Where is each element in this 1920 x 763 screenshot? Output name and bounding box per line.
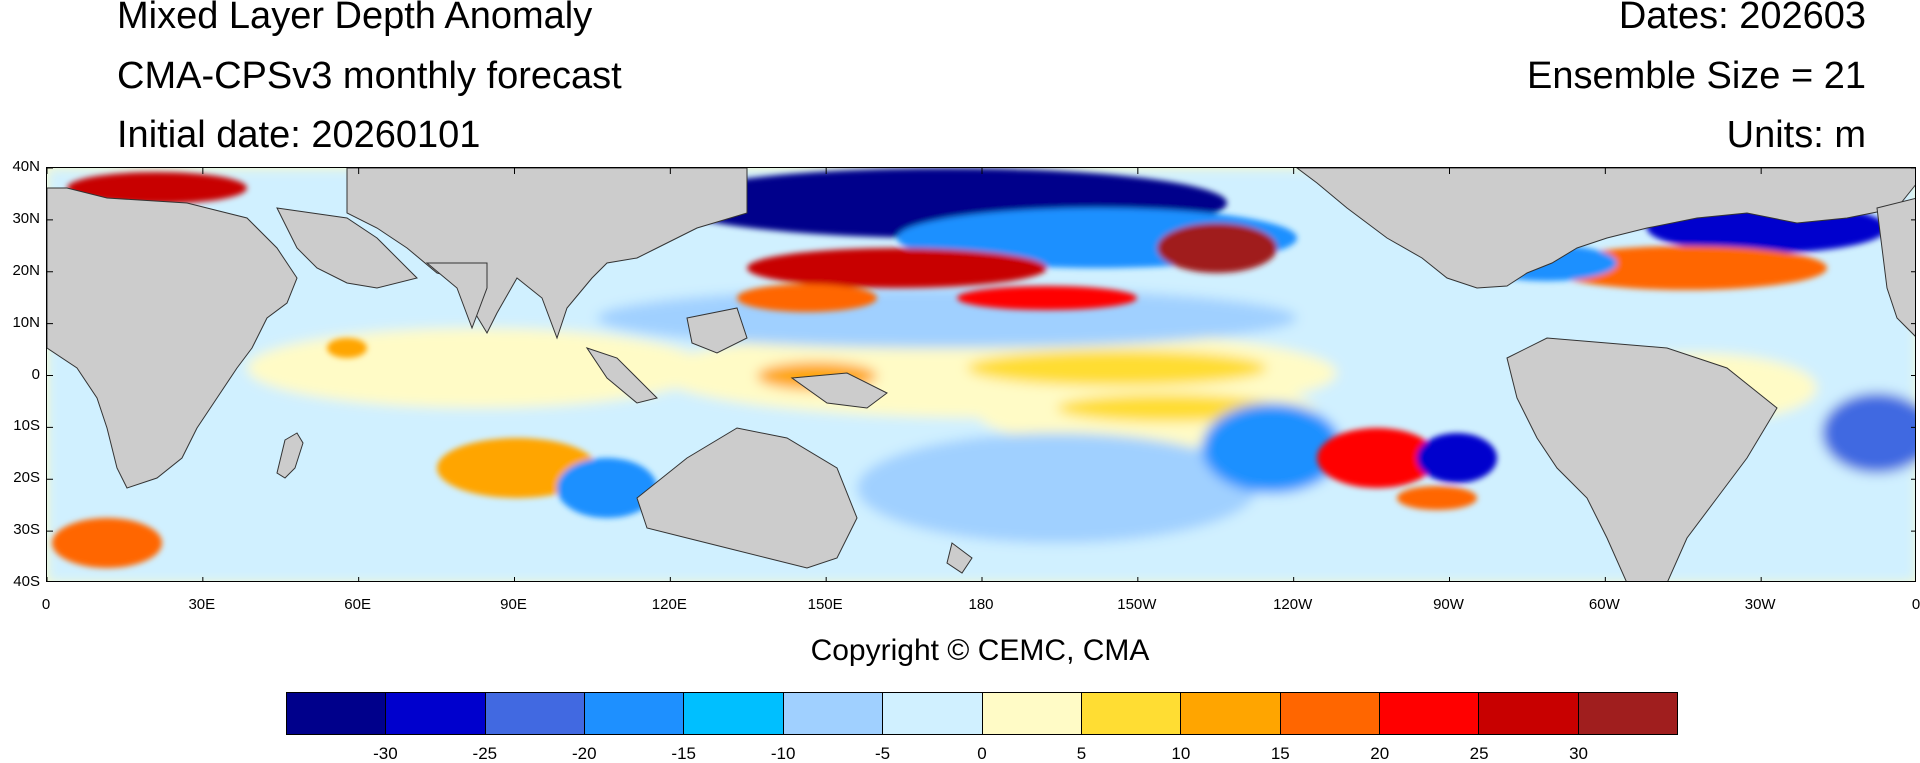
lat-tick-label: 40N (12, 158, 40, 175)
land-south-america (1506, 337, 1778, 581)
colorbar-swatch (1578, 693, 1678, 734)
colorbar-swatch (1479, 693, 1579, 734)
land-asia (346, 168, 748, 340)
lat-tick-label: 20S (13, 469, 40, 487)
colorbar-swatch (1081, 693, 1182, 734)
colorbar (286, 692, 1678, 735)
colorbar-swatch (1181, 693, 1281, 734)
lon-tick-label: 150E (807, 596, 843, 613)
land-arabia (276, 207, 418, 289)
colorbar-swatch (1280, 693, 1380, 734)
lon-tick-label: 30E (188, 596, 216, 613)
colorbar-swatch (982, 693, 1082, 734)
colorbar-tick-label: -30 (373, 744, 398, 763)
lon-tick-label: 60W (1588, 596, 1620, 613)
lat-tick-label: 10S (13, 417, 40, 435)
colorbar-swatch (684, 693, 784, 734)
lon-tick-label: 180 (968, 596, 994, 613)
colorbar-swatch (485, 693, 586, 734)
plot-title: Mixed Layer Depth Anomaly (117, 0, 593, 37)
initial-date-label: Initial date: 20260101 (117, 114, 481, 156)
colorbar-swatch (287, 693, 387, 734)
colorbar-tick-label: 0 (977, 744, 987, 763)
eddy-field (52, 168, 1887, 568)
lat-tick-label: 30S (13, 521, 40, 539)
land-new-guinea (790, 372, 888, 409)
colorbar-tick-label: 5 (1076, 744, 1087, 763)
axis-ticks (47, 168, 1915, 581)
lat-tick-label: 30N (12, 209, 40, 227)
colorbar-swatch (883, 693, 983, 734)
land-africa (47, 187, 298, 489)
lat-tick-label: 10N (12, 313, 40, 331)
colorbar-tick-label: 10 (1171, 744, 1191, 763)
lat-tick-label: 20N (12, 261, 40, 279)
land-australia (636, 427, 858, 569)
colorbar-tick-label: -10 (770, 744, 796, 763)
colorbar-tick-label: 30 (1569, 744, 1589, 763)
lat-tick-label: 0 (31, 365, 40, 383)
colorbar-tick-label: -20 (571, 744, 597, 763)
copyright-notice: Copyright © CEMC, CMA (810, 634, 1150, 667)
land-madagascar (276, 432, 304, 479)
colorbar-swatch (1379, 693, 1480, 734)
lon-tick-label: 90W (1433, 596, 1464, 613)
lon-tick-label: 90E (500, 596, 527, 613)
model-label: CMA-CPSv3 monthly forecast (117, 55, 622, 97)
colorbar-tick-label: -5 (875, 744, 891, 763)
lon-tick-label: 0 (1911, 596, 1920, 613)
map-canvas (47, 168, 1915, 581)
lon-tick-label: 150W (1117, 596, 1157, 613)
colorbar-swatch (783, 693, 884, 734)
lat-tick-label: 40S (13, 573, 40, 590)
land-india (425, 262, 488, 330)
land-sumatra (585, 347, 658, 404)
colorbar-tick-label: 15 (1270, 744, 1290, 763)
colorbar-tick-label: -25 (472, 744, 498, 763)
lon-tick-label: 120W (1273, 596, 1313, 613)
colorbar-tick-label: 20 (1370, 744, 1390, 763)
lon-tick-label: 0 (41, 596, 51, 613)
land-africa-east-edge (1876, 197, 1915, 337)
land-borneo (686, 307, 748, 354)
colorbar-tick-label: 25 (1469, 744, 1489, 763)
land-mask (47, 168, 1915, 581)
lon-tick-label: 30W (1744, 596, 1776, 613)
lon-tick-label: 120E (651, 596, 687, 613)
anomaly-map (46, 167, 1916, 582)
lon-tick-label: 60E (344, 596, 371, 613)
colorbar-swatch (386, 693, 486, 734)
colorbar-swatch (585, 693, 685, 734)
dates-label: Dates: 202603 (1618, 0, 1866, 37)
colorbar-tick-label: -15 (671, 744, 696, 763)
land-new-zealand (946, 542, 973, 574)
ensemble-size-label: Ensemble Size = 21 (1526, 55, 1866, 97)
units-label: Units: m (1726, 114, 1866, 156)
